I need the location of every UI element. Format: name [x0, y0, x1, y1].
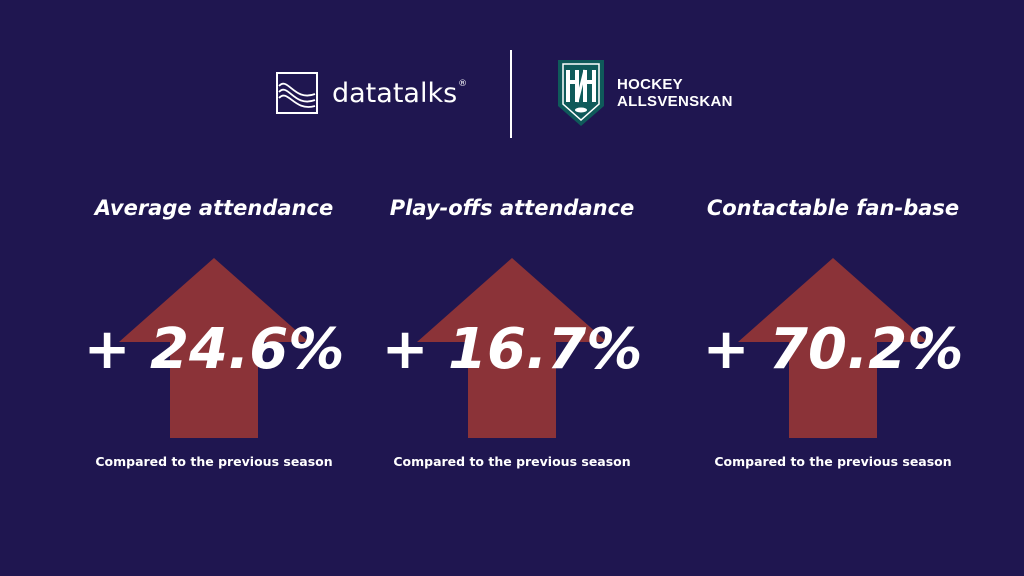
hockey-allsvenskan-wordmark: HOCKEY ALLSVENSKAN	[617, 76, 733, 110]
up-arrow-icon	[119, 258, 309, 438]
stat-note: Compared to the previous season	[393, 454, 631, 469]
stat-title: Contactable fan-base	[706, 196, 960, 220]
stat-contactable-fan-base: Contactable fan-base + 70.2% Compared to…	[683, 196, 983, 496]
wave-lines-icon	[276, 72, 318, 114]
header: datatalks® HOCKEY ALLSVENSKAN	[0, 0, 1024, 150]
registered-mark: ®	[458, 78, 468, 89]
stat-title: Average attendance	[94, 196, 334, 220]
hockey-shield-icon	[558, 60, 604, 126]
hockey-allsvenskan-logo: HOCKEY ALLSVENSKAN	[555, 58, 733, 128]
datatalks-wordmark: datatalks®	[332, 77, 468, 109]
stat-playoffs-attendance: Play-offs attendance + 16.7% Compared to…	[362, 196, 662, 496]
stat-title: Play-offs attendance	[389, 196, 635, 220]
up-arrow-icon	[738, 258, 928, 438]
header-divider	[510, 50, 512, 138]
stat-note: Compared to the previous season	[714, 454, 952, 469]
up-arrow-icon	[417, 258, 607, 438]
stat-value: + 70.2%	[702, 317, 964, 382]
stat-value: + 24.6%	[83, 317, 345, 382]
stat-value: + 16.7%	[381, 317, 643, 382]
datatalks-logo: datatalks®	[276, 72, 467, 114]
logo-line-hockey: HOCKEY	[617, 76, 683, 93]
logo-line-allsvenskan: ALLSVENSKAN	[617, 93, 733, 110]
stat-note: Compared to the previous season	[95, 454, 333, 469]
stat-average-attendance: Average attendance + 24.6% Compared to t…	[64, 196, 364, 496]
